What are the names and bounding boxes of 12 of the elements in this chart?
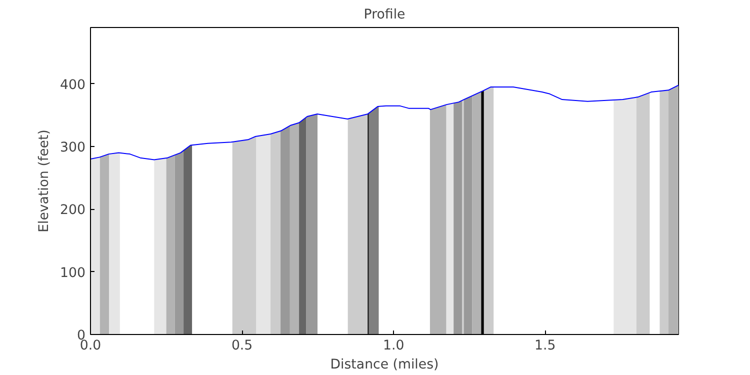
x-tick-label: 0.0 bbox=[80, 338, 102, 354]
y-tick-label: 100 bbox=[60, 266, 86, 281]
line-series bbox=[90, 84, 678, 160]
chart-title: Profile bbox=[364, 8, 406, 22]
x-tick-label: 1.0 bbox=[382, 338, 404, 354]
x-tick-label: 0.5 bbox=[231, 338, 253, 354]
y-tick-label: 300 bbox=[60, 140, 86, 156]
y-axis-title: Elevation (feet) bbox=[37, 130, 52, 232]
x-tick-label: 1.5 bbox=[534, 338, 556, 354]
y-tick-label: 400 bbox=[60, 78, 86, 93]
x-axis-title: Distance (miles) bbox=[330, 358, 439, 372]
y-tick-label: 200 bbox=[60, 203, 86, 218]
